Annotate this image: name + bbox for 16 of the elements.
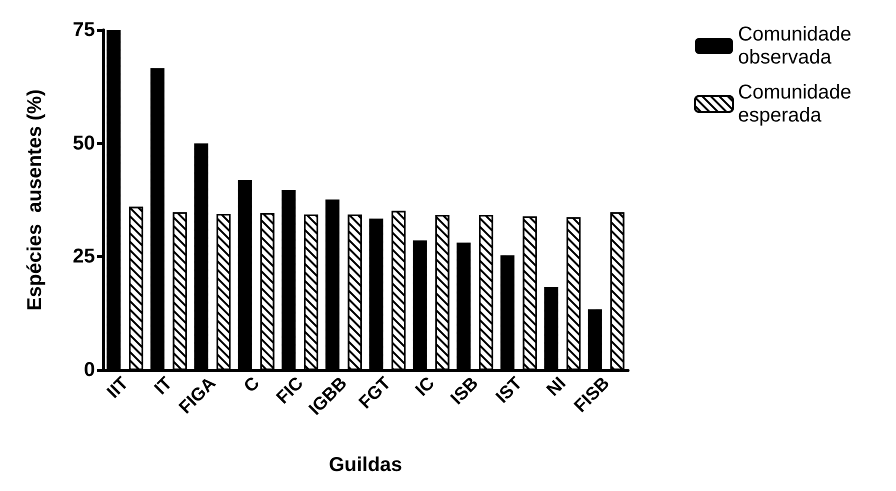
legend-label: Comunidade esperada — [738, 82, 857, 126]
x-tick-label: IIT — [102, 372, 132, 402]
x-tick-label: NI — [542, 372, 570, 400]
x-tick-label: IT — [150, 372, 176, 398]
x-tick-label: IC — [411, 372, 438, 400]
legend-label: Comunidade observada — [738, 24, 857, 68]
x-axis-title: Guildas — [328, 454, 402, 476]
y-axis-title: Espécies ausentes (%) — [24, 89, 46, 311]
x-tick-label: FIC — [272, 372, 307, 408]
y-tick-label: 50 — [72, 132, 95, 154]
y-tick-label: 75 — [72, 19, 95, 41]
y-tick-label: 0 — [84, 359, 95, 381]
x-tick-label: C — [240, 372, 264, 396]
y-tick-label: 25 — [72, 246, 95, 268]
x-tick-label: IST — [492, 372, 526, 407]
x-tick-label: ISB — [446, 372, 482, 408]
